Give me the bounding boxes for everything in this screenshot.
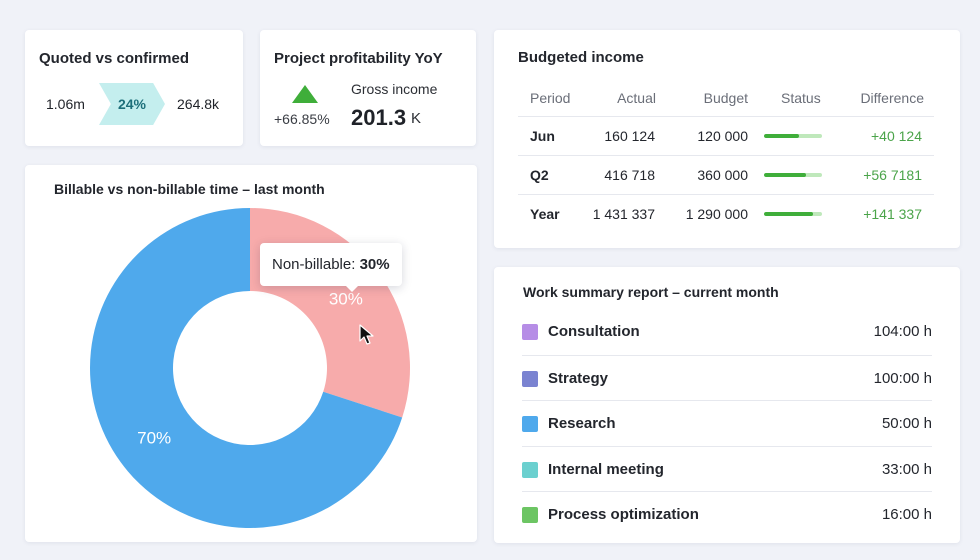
activity-name: Internal meeting xyxy=(548,460,664,478)
chart-tooltip: Non-billable: 30% xyxy=(260,243,402,292)
row-budget: 360 000 xyxy=(697,167,748,183)
donut-chart: 30% 70% xyxy=(89,208,410,528)
activity-name: Research xyxy=(548,415,616,433)
column-header-period: Period xyxy=(530,90,571,106)
budgeted-income-card: Budgeted income Period Actual Budget Sta… xyxy=(494,30,960,248)
column-header-budget: Budget xyxy=(703,90,748,106)
row-actual: 416 718 xyxy=(604,167,655,183)
tooltip-label: Non-billable: xyxy=(272,256,356,273)
activity-hours: 33:00 h xyxy=(881,460,932,478)
profit-card-title: Project profitability YoY xyxy=(274,50,443,67)
column-header-status: Status xyxy=(781,90,821,106)
status-progress-bar xyxy=(764,212,822,216)
row-actual: 160 124 xyxy=(604,128,655,144)
slice-data-label: 70% xyxy=(137,429,171,448)
slice-data-label: 30% xyxy=(329,289,363,308)
chart-title: Billable vs non-billable time – last mon… xyxy=(54,181,325,197)
activity-hours: 50:00 h xyxy=(881,415,932,433)
status-progress-fill xyxy=(764,134,799,138)
billable-time-chart-card: 30% 70% Billable vs non-billable time – l… xyxy=(25,165,477,542)
quoted-vs-confirmed-card: Quoted vs confirmed 1.06m 24% 264.8k xyxy=(25,30,243,146)
profit-change: +66.85% xyxy=(274,111,330,127)
activity-name: Consultation xyxy=(548,323,640,340)
status-progress-bar xyxy=(764,173,822,177)
donut-slice-billable[interactable] xyxy=(89,208,403,528)
work-summary-row: Internal meeting 33:00 h xyxy=(522,445,932,492)
work-summary-row: Process optimization 16:00 h xyxy=(522,491,932,537)
budget-card-title: Budgeted income xyxy=(518,49,644,66)
color-swatch-icon xyxy=(522,370,538,387)
donut-slice-non-billable[interactable] xyxy=(250,208,410,418)
table-row: Year 1 431 337 1 290 000 +141 337 xyxy=(518,194,934,232)
color-swatch-icon xyxy=(522,324,538,340)
row-budget: 120 000 xyxy=(697,128,748,144)
activity-name: Strategy xyxy=(548,369,609,387)
tooltip-value: 30% xyxy=(359,256,390,273)
activity-hours: 100:00 h xyxy=(873,369,932,387)
work-summary-title: Work summary report – current month xyxy=(523,284,779,300)
row-difference: +40 124 xyxy=(871,128,922,144)
activity-hours: 104:00 h xyxy=(873,323,932,340)
work-summary-row: Research 50:00 h xyxy=(522,400,932,446)
row-period: Q2 xyxy=(530,167,549,183)
quoted-value: 1.06m xyxy=(46,96,85,112)
row-difference: +56 7181 xyxy=(863,167,922,183)
work-summary-card: Work summary report – current month Cons… xyxy=(494,267,960,543)
gross-income-value: 201.3 xyxy=(351,105,407,130)
gross-income-unit: K xyxy=(411,110,422,127)
status-progress-fill xyxy=(764,173,806,177)
row-period: Year xyxy=(530,206,560,222)
row-budget: 1 290 000 xyxy=(685,206,748,222)
table-row: Jun 160 124 120 000 +40 124 xyxy=(518,116,934,154)
row-period: Jun xyxy=(530,128,555,144)
confirmed-percent: 24% xyxy=(117,96,147,112)
project-profitability-card: Project profitability YoY +66.85% Gross … xyxy=(260,30,476,146)
work-summary-row: Strategy 100:00 h xyxy=(522,354,932,401)
triangle-up-icon xyxy=(292,85,318,103)
gross-income-label: Gross income xyxy=(351,81,438,97)
row-actual: 1 431 337 xyxy=(592,206,655,222)
color-swatch-icon xyxy=(522,507,538,524)
column-header-actual: Actual xyxy=(617,90,656,106)
status-progress-bar xyxy=(764,134,822,138)
confirmed-value: 264.8k xyxy=(177,96,220,112)
table-row: Q2 416 718 360 000 +56 7181 xyxy=(518,155,934,193)
mouse-cursor-icon xyxy=(359,324,374,345)
tooltip-caret xyxy=(346,286,358,292)
column-header-difference: Difference xyxy=(860,90,924,106)
activity-name: Process optimization xyxy=(548,506,699,524)
color-swatch-icon xyxy=(522,416,538,433)
work-summary-row: Consultation 104:00 h xyxy=(522,309,932,355)
status-progress-fill xyxy=(764,212,814,216)
activity-hours: 16:00 h xyxy=(881,506,932,524)
color-swatch-icon xyxy=(522,461,538,478)
quoted-card-title: Quoted vs confirmed xyxy=(39,50,190,67)
row-difference: +141 337 xyxy=(863,206,922,222)
